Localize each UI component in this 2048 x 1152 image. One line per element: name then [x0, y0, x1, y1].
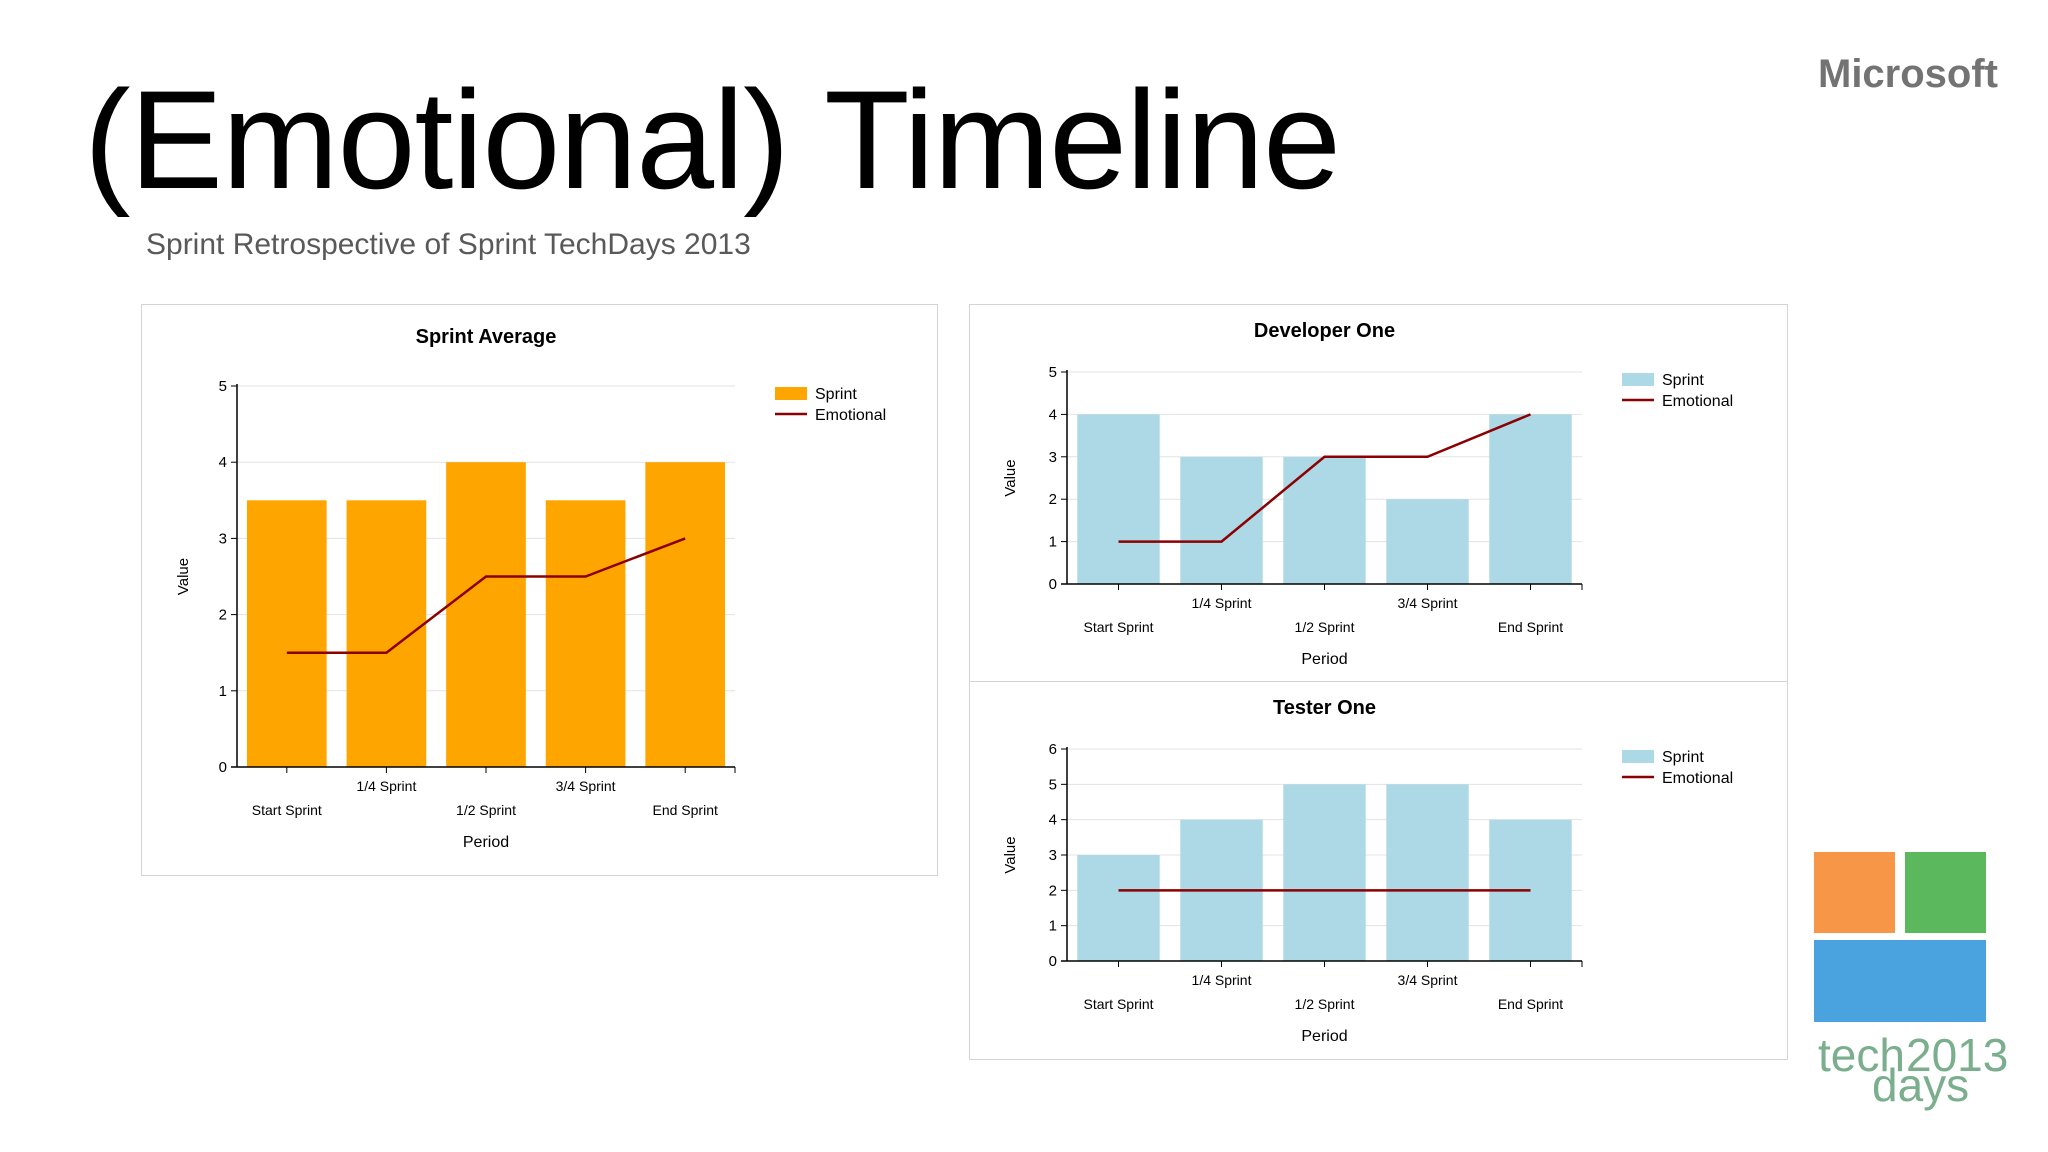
bar-3-4-sprint: [1386, 499, 1469, 584]
bar-3-4-sprint: [1386, 784, 1469, 961]
x-tick-label: End Sprint: [653, 802, 718, 818]
logo-word-tech: tech: [1818, 1029, 1905, 1081]
x-tick-label: End Sprint: [1498, 996, 1563, 1012]
y-tick-label: 0: [219, 759, 227, 776]
y-axis-label: Value: [1002, 459, 1019, 496]
bar-end-sprint: [1489, 414, 1572, 584]
chart-title: Tester One: [1273, 697, 1376, 719]
x-axis-label: Period: [1301, 1028, 1347, 1045]
x-tick-label: 1/2 Sprint: [1295, 619, 1355, 635]
y-tick-label: 0: [1049, 576, 1057, 593]
bar-start-sprint: [246, 500, 327, 767]
y-tick-label: 1: [1049, 534, 1057, 551]
logo-word-year: 2013: [1906, 1029, 2009, 1081]
brand-logo: Microsoft: [1818, 52, 1998, 96]
chart-panel-developer-one: Developer One 0 1 2 3 4 5 Start Sprint 1/4 Sprin…: [969, 304, 1788, 682]
y-tick-label: 5: [219, 378, 227, 395]
y-tick-label: 4: [219, 454, 227, 471]
slide-subtitle: Sprint Retrospective of Sprint TechDays …: [146, 228, 751, 261]
y-tick-label: 3: [219, 530, 227, 547]
legend-label-sprint: Sprint: [1662, 749, 1704, 766]
y-axis-label: Value: [175, 558, 192, 595]
chart-svg: Tester One 0 1 2 3 4 5 6 Start Sprint 1/4 Sprint 1…: [1002, 697, 1733, 1045]
x-tick-label: 1/4 Sprint: [1192, 972, 1252, 988]
bar-1-2-sprint: [446, 462, 526, 767]
x-axis-label: Period: [1301, 651, 1347, 668]
y-tick-label: 4: [1049, 406, 1057, 423]
x-axis-label: Period: [463, 834, 509, 851]
legend-label-emotional: Emotional: [1662, 393, 1733, 410]
bar-1-2-sprint: [1283, 784, 1366, 961]
logo-tile-orange: [1814, 852, 1895, 933]
x-tick-label: Start Sprint: [1083, 619, 1153, 635]
legend-label-emotional: Emotional: [815, 407, 886, 424]
x-tick-label: 3/4 Sprint: [1398, 972, 1458, 988]
y-tick-label: 2: [1049, 882, 1057, 899]
legend-label-sprint: Sprint: [815, 386, 857, 403]
legend-label-sprint: Sprint: [1662, 372, 1704, 389]
x-tick-label: 1/4 Sprint: [356, 778, 416, 794]
logo-tile-blue: [1814, 940, 1986, 1022]
y-tick-label: 2: [1049, 491, 1057, 508]
x-tick-label: 3/4 Sprint: [1398, 595, 1458, 611]
x-tick-label: 1/2 Sprint: [456, 802, 516, 818]
chart-panel-tester-one: Tester One 0 1 2 3 4 5 6 Start Sprint 1/4 Sprint 1…: [969, 681, 1788, 1060]
chart-svg: Sprint Average 0 1 2 3 4 5 Start Sprint 1/4 Spri…: [175, 326, 886, 851]
x-tick-label: 1/2 Sprint: [1295, 996, 1355, 1012]
x-tick-label: End Sprint: [1498, 619, 1563, 635]
bar-1-4-sprint: [346, 500, 427, 767]
chart-title: Sprint Average: [416, 326, 557, 348]
x-tick-label: Start Sprint: [252, 802, 322, 818]
legend-swatch-sprint: [1622, 373, 1654, 386]
logo-word-days: days: [1872, 1059, 1970, 1111]
bar-start-sprint: [1077, 855, 1160, 961]
y-tick-label: 3: [1049, 449, 1057, 466]
y-tick-label: 5: [1049, 364, 1057, 381]
y-tick-label: 5: [1049, 776, 1057, 793]
x-tick-label: Start Sprint: [1083, 996, 1153, 1012]
legend-swatch-sprint: [775, 387, 807, 400]
y-tick-label: 1: [1049, 918, 1057, 935]
bar-1-2-sprint: [1283, 456, 1366, 584]
chart-svg: Developer One 0 1 2 3 4 5 Start Sprint 1/4 Sprin…: [1002, 320, 1733, 668]
logo-tile-green: [1905, 852, 1986, 933]
legend-swatch-sprint: [1622, 750, 1654, 763]
chart-title: Developer One: [1254, 320, 1395, 342]
chart-panel-sprint-average: Sprint Average 0 1 2 3 4 5 Start Sprint 1/4 Spri…: [141, 304, 938, 876]
y-axis-label: Value: [1002, 836, 1019, 873]
techdays-logo: tech 2013 days: [1814, 852, 2008, 1118]
y-tick-label: 4: [1049, 812, 1057, 829]
y-tick-label: 0: [1049, 953, 1057, 970]
slide-title: (Emotional) Timeline: [84, 61, 1341, 218]
bar-start-sprint: [1077, 414, 1160, 584]
legend-label-emotional: Emotional: [1662, 770, 1733, 787]
y-tick-label: 2: [219, 607, 227, 624]
y-tick-label: 6: [1049, 741, 1057, 758]
x-tick-label: 1/4 Sprint: [1192, 595, 1252, 611]
x-tick-label: 3/4 Sprint: [556, 778, 616, 794]
y-tick-label: 3: [1049, 847, 1057, 864]
bar-end-sprint: [645, 462, 726, 767]
y-tick-label: 1: [219, 683, 227, 700]
bar-1-4-sprint: [1180, 456, 1263, 584]
bar-3-4-sprint: [545, 500, 626, 767]
